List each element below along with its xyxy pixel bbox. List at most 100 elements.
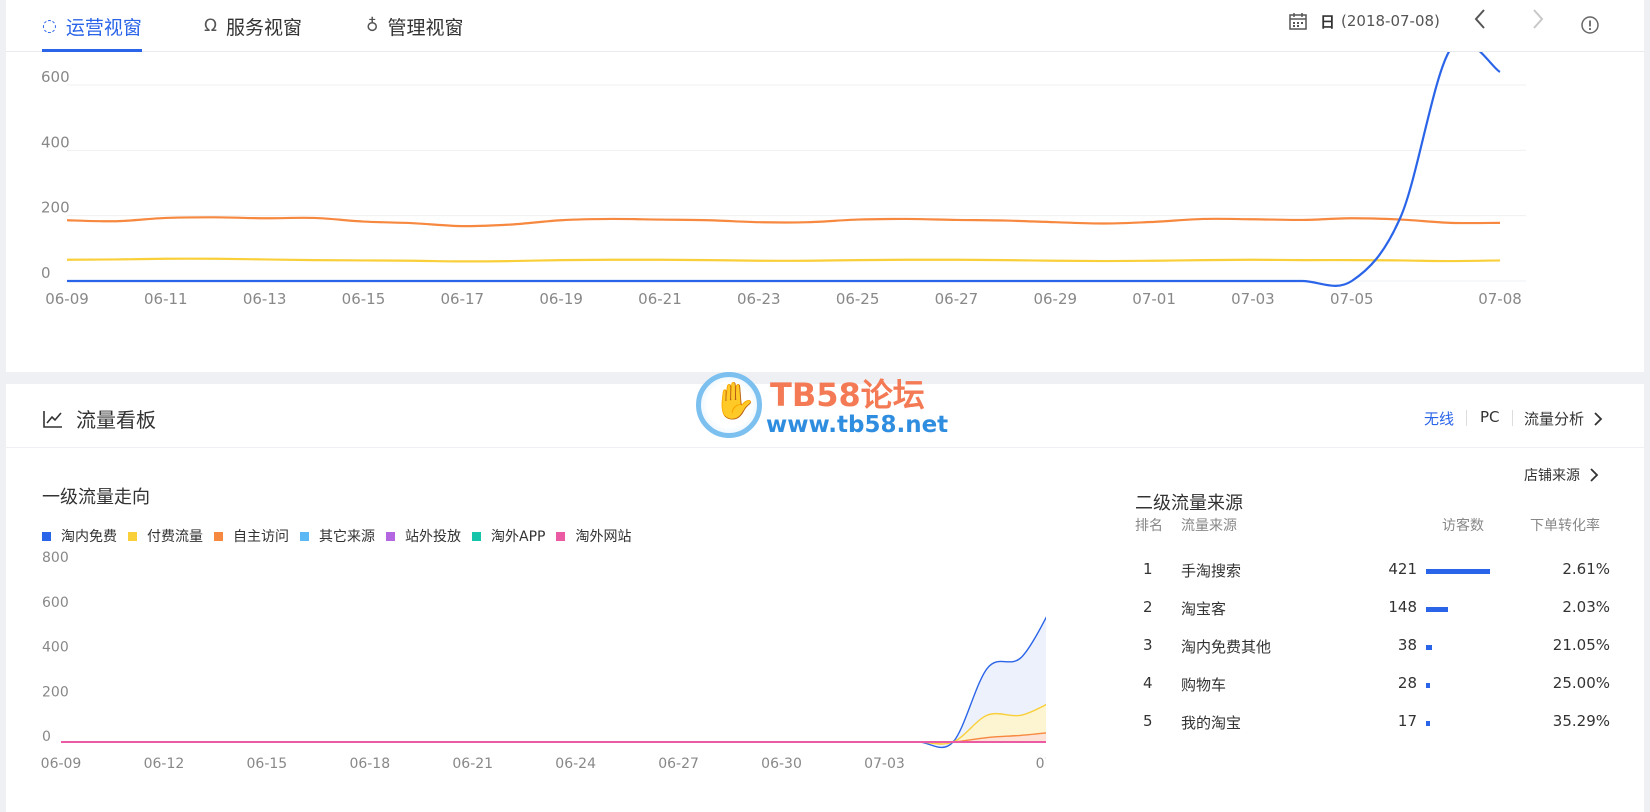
legend-swatch	[128, 531, 137, 541]
col-visitors-header: 访客数	[1442, 518, 1484, 534]
tab-wireless[interactable]: 无线	[1424, 410, 1455, 428]
legend-label: 淘外APP	[491, 529, 546, 545]
y-tick-label: 400	[42, 640, 69, 656]
series-area	[61, 704, 1046, 744]
board-header-divider	[6, 447, 1644, 448]
legend-swatch	[42, 531, 51, 541]
forum-watermark: ✋ TB58论坛 www.tb58.net	[696, 370, 956, 442]
legend-swatch	[472, 531, 481, 541]
series-line	[61, 732, 1046, 744]
hand-icon: ✋	[712, 381, 757, 422]
date-value: (2018-07-08)	[1341, 12, 1440, 30]
y-tick-label: 200	[41, 199, 70, 217]
y-tick-label: 400	[41, 133, 70, 151]
visitors-cell: 38	[1397, 636, 1417, 654]
y-tick-label: 600	[41, 68, 70, 86]
tab-management[interactable]: ♁ 管理视窗	[366, 0, 463, 52]
series-line	[66, 257, 1501, 263]
x-tick-label: 06-29	[1033, 290, 1077, 308]
visitor-share-bar	[1426, 645, 1432, 650]
x-tick-label: 06-21	[452, 756, 493, 772]
board-header: 流量看板	[42, 404, 156, 433]
x-tick-label: 07-08	[1036, 756, 1046, 772]
x-tick-label: 07-03	[864, 756, 905, 772]
tab-operations[interactable]: ◌ 运营视窗	[42, 0, 142, 52]
series-area	[61, 732, 1046, 743]
source-cell: 淘宝客	[1181, 600, 1227, 618]
x-tick-label: 06-18	[349, 756, 390, 772]
y-tick-label: 0	[41, 264, 51, 282]
conversion-rate-cell: 35.29%	[1552, 712, 1610, 730]
prev-date-button[interactable]	[1472, 6, 1488, 39]
loop-icon: ◌	[42, 16, 57, 36]
col-rank-header: 排名	[1135, 518, 1163, 534]
y-tick-label: 200	[42, 684, 69, 700]
rank-cell: 3	[1143, 636, 1153, 654]
watermark-url: www.tb58.net	[766, 412, 949, 438]
legend-item[interactable]: 淘外APP	[472, 526, 545, 546]
tab-pc[interactable]: PC	[1480, 408, 1500, 426]
y-tick-label: 600	[42, 595, 69, 611]
tab-operations-label: 运营视窗	[65, 16, 142, 39]
visitor-share-bar	[1426, 607, 1448, 612]
x-tick-label: 06-23	[737, 290, 781, 308]
legend-item[interactable]: 站外投放	[386, 526, 461, 546]
x-tick-label: 07-05	[1330, 290, 1374, 308]
traffic-board-panel: 流量看板 无线 PC 流量分析 一级流量走向 淘内免费 付费流量 自主访问 其它来源 站…	[6, 384, 1644, 812]
visitors-cell: 421	[1388, 560, 1417, 578]
legend-label: 淘内免费	[61, 529, 117, 545]
visitor-share-bar	[1426, 569, 1490, 574]
trend-line-chart: 0 200 400 600 06-09 06-11 06-13 06-15 06-17 06-19…	[41, 52, 1526, 308]
visitors-cell: 17	[1397, 712, 1417, 730]
conversion-rate-cell: 21.05%	[1552, 636, 1610, 654]
col-source-header: 流量来源	[1181, 518, 1237, 534]
visitor-share-bar	[1426, 721, 1430, 726]
rank-cell: 5	[1143, 712, 1153, 730]
watermark-logo	[696, 372, 762, 438]
source-cell: 淘内免费其他	[1181, 638, 1272, 656]
legend-label: 淘外网站	[575, 529, 632, 545]
trend-panel: 0 200 400 600 06-09 06-11 06-13 06-15 06-17 06-19…	[6, 52, 1644, 372]
rank-cell: 1	[1143, 560, 1153, 578]
next-date-button[interactable]	[1530, 6, 1546, 39]
tab-service[interactable]: Ω 服务视窗	[204, 0, 302, 52]
x-tick-label: 06-13	[243, 290, 287, 308]
x-tick-label: 06-30	[761, 756, 802, 772]
x-tick-label: 06-19	[539, 290, 583, 308]
calendar-icon	[1289, 13, 1307, 30]
conversion-rate-cell: 2.61%	[1562, 560, 1610, 578]
shop-source-label: 店铺来源	[1524, 468, 1580, 484]
x-tick-label: 07-01	[1132, 290, 1176, 308]
tie-icon: ♁	[366, 16, 379, 36]
legend-item[interactable]: 自主访问	[214, 526, 289, 546]
chevron-right-icon	[1594, 411, 1603, 426]
legend-item[interactable]: 其它来源	[300, 526, 375, 546]
source-cell: 我的淘宝	[1181, 714, 1242, 732]
primary-flow-area-chart: 0 200 400 600 800 06-09 06-12 06-15 06-18 06-21 06…	[41, 550, 1046, 772]
legend-item[interactable]: 付费流量	[128, 526, 203, 546]
legend-item[interactable]: 淘外网站	[556, 526, 631, 546]
primary-flow-title: 一级流量走向	[42, 487, 150, 508]
col-rate-header: 下单转化率	[1530, 518, 1600, 534]
alert-circle-icon	[1581, 16, 1599, 34]
legend-swatch	[214, 531, 223, 541]
legend-swatch	[300, 531, 309, 541]
date-selector[interactable]: 日 (2018-07-08)	[1288, 0, 1440, 42]
info-button[interactable]	[1580, 12, 1600, 42]
legend-label: 自主访问	[233, 529, 289, 545]
traffic-analysis-link[interactable]: 流量分析	[1524, 408, 1604, 429]
primary-flow-legend: 淘内免费 付费流量 自主访问 其它来源 站外投放 淘外APP 淘外网站	[42, 526, 642, 546]
series-line	[61, 616, 1046, 749]
source-cell: 手淘搜索	[1181, 562, 1242, 580]
series-area	[61, 617, 1046, 748]
chevron-right-icon	[1590, 468, 1599, 482]
tab-service-label: 服务视窗	[226, 16, 303, 39]
series-line	[61, 703, 1046, 745]
source-cell: 购物车	[1181, 676, 1227, 694]
shop-source-link[interactable]: 店铺来源	[1524, 465, 1600, 485]
legend-label: 站外投放	[405, 529, 461, 545]
rank-cell: 4	[1143, 674, 1153, 692]
legend-item[interactable]: 淘内免费	[42, 526, 117, 546]
visitor-share-bar	[1426, 683, 1430, 688]
visitors-cell: 28	[1397, 674, 1417, 692]
